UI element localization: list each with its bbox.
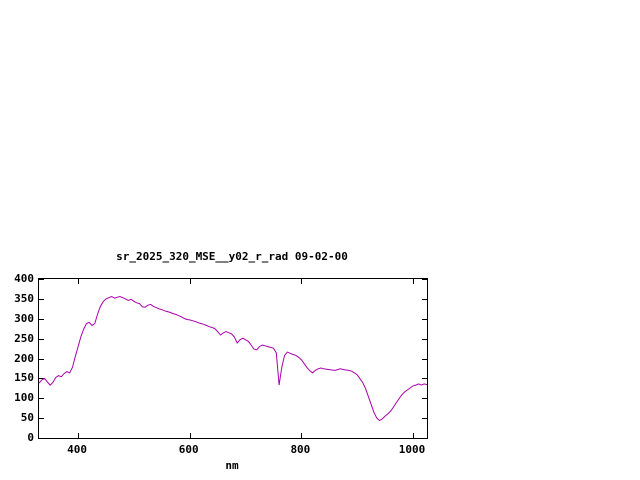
plot-area — [38, 278, 428, 439]
plot-svg — [39, 279, 427, 438]
y-tick-label: 300 — [14, 311, 34, 325]
x-tick-label: 600 — [178, 443, 199, 456]
y-tick-label: 350 — [14, 291, 34, 305]
y-tick-label: 400 — [14, 272, 34, 285]
series-line — [39, 295, 427, 422]
y-tick-label: 250 — [14, 331, 34, 345]
x-tick-label: 1000 — [398, 443, 426, 456]
y-tick-label: 50 — [20, 411, 34, 425]
x-tick-label: 400 — [67, 443, 88, 456]
y-tick-label: 0 — [27, 431, 34, 444]
y-tick-label: 150 — [14, 371, 34, 385]
x-axis-title: nm — [225, 459, 239, 472]
x-tick-label: 800 — [290, 443, 311, 456]
chart-title: sr_2025_320_MSE__y02_r_rad 09-02-00 — [116, 250, 348, 263]
y-tick-label: 200 — [14, 351, 34, 365]
y-tick-label: 100 — [14, 391, 34, 405]
